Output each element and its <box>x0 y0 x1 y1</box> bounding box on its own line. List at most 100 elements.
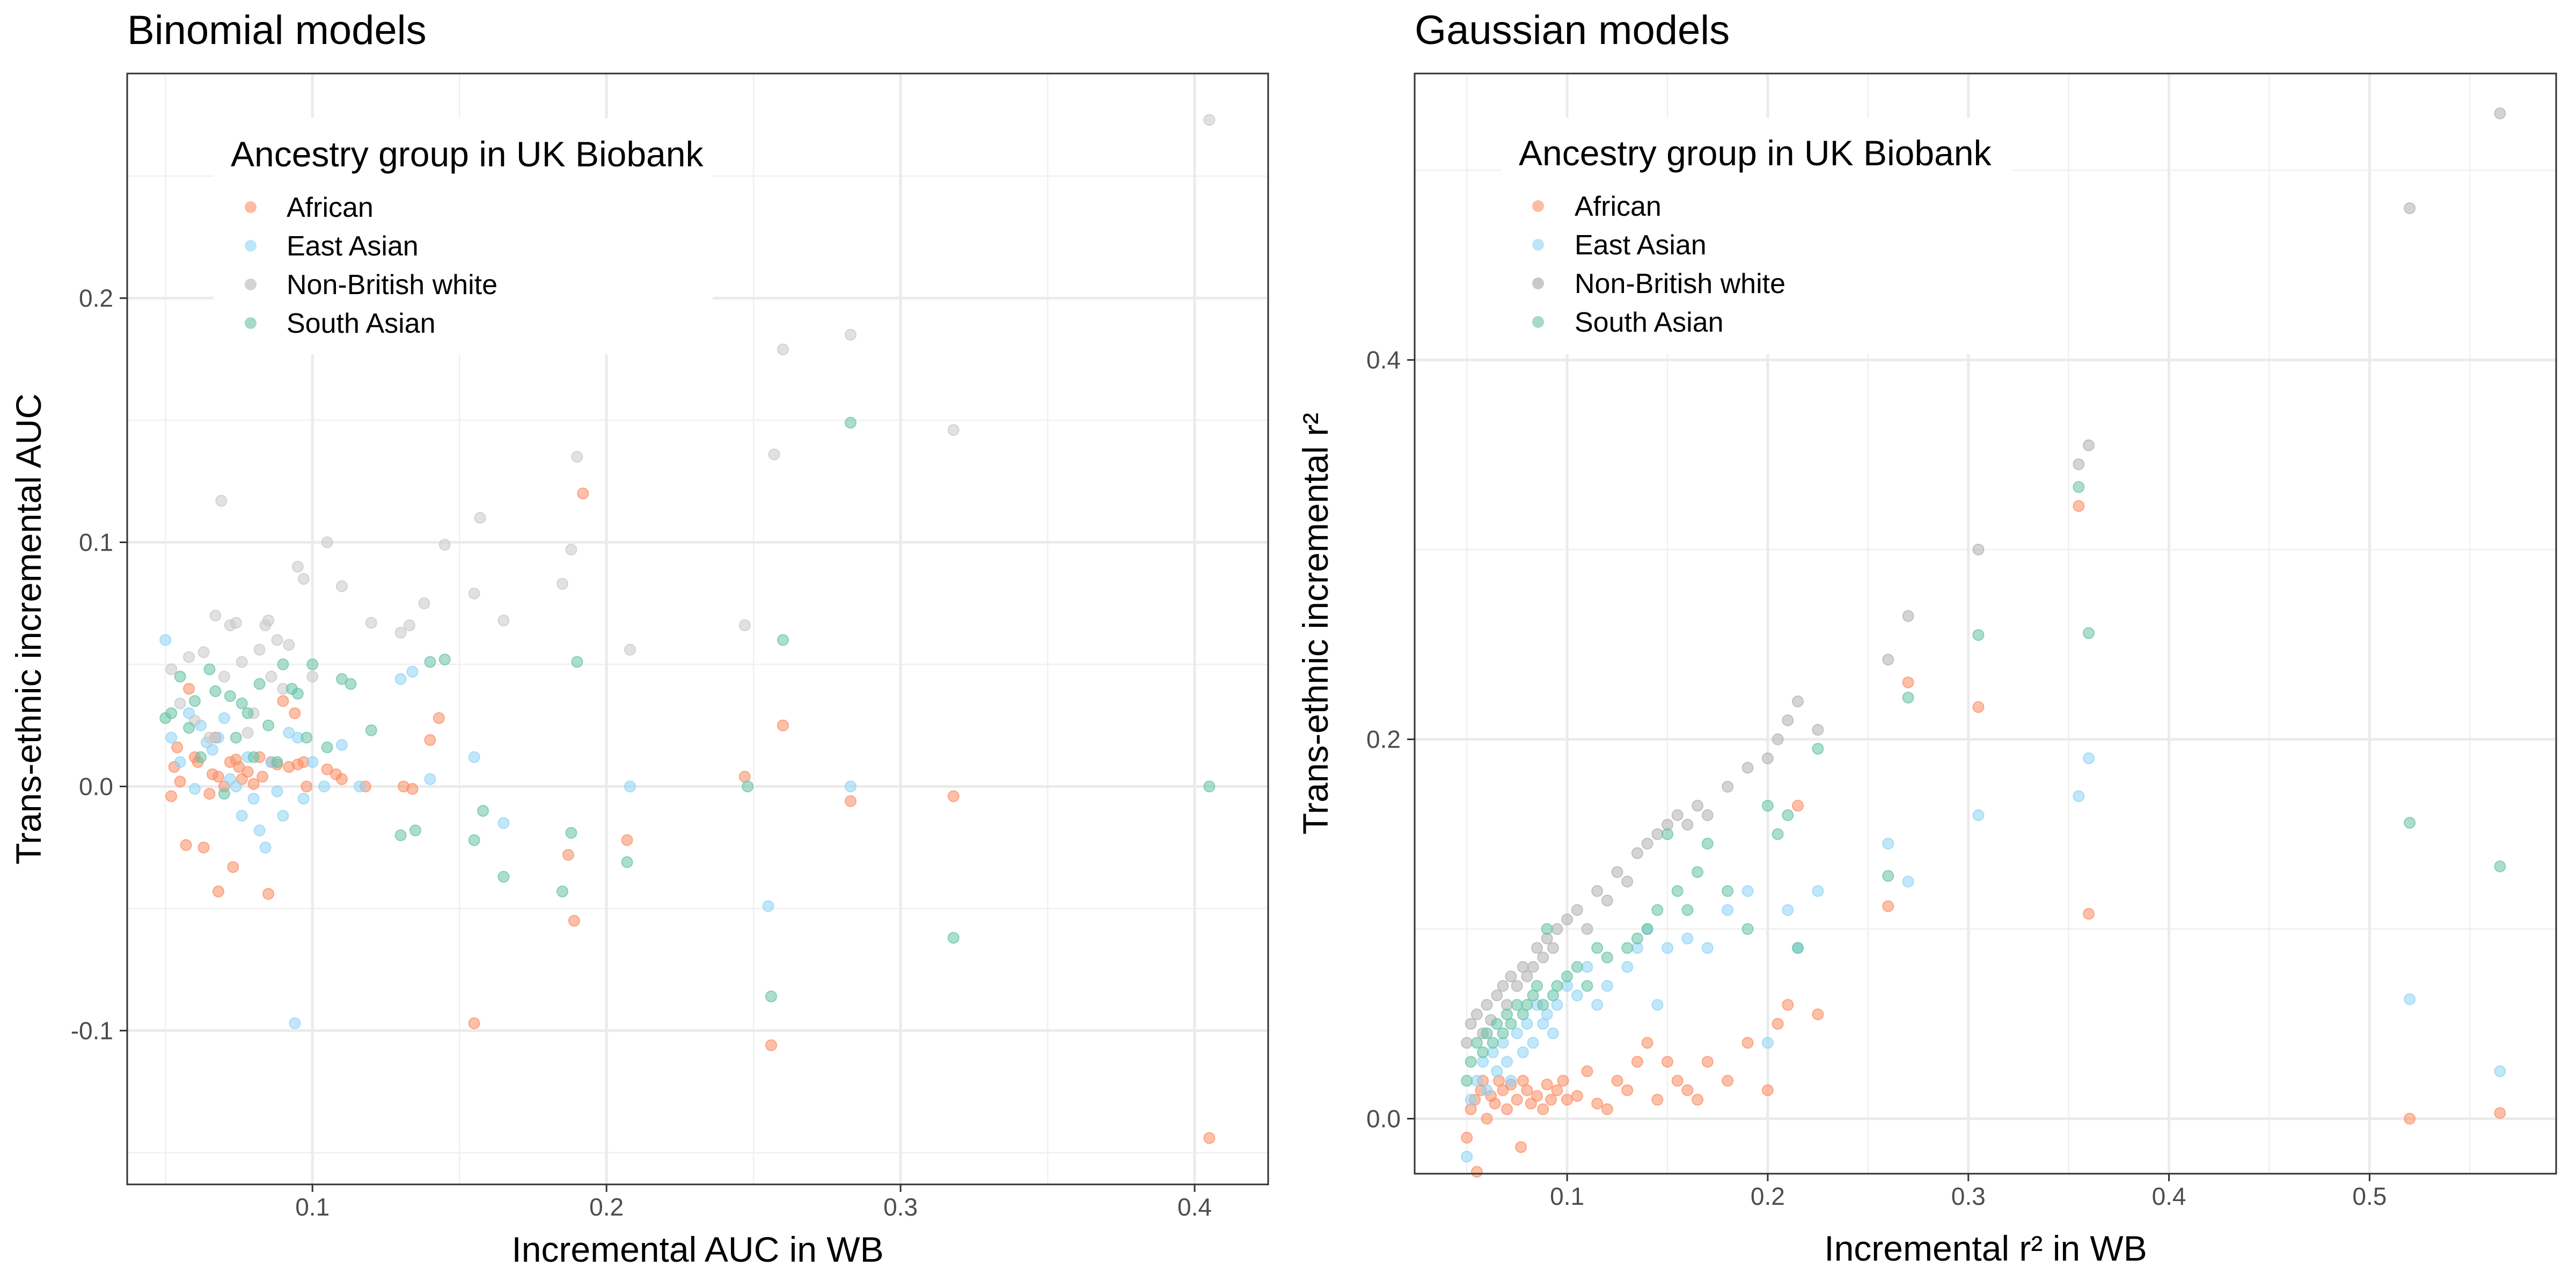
point-south-asian <box>241 707 254 719</box>
point-african <box>1591 1097 1604 1110</box>
x-axis-title: Incremental AUC in WB <box>511 1230 883 1269</box>
point-south-asian <box>2494 860 2506 873</box>
point-african <box>1681 1084 1694 1096</box>
point-south-asian <box>1972 629 1985 641</box>
point-south-asian <box>189 695 201 707</box>
point-african <box>1651 1094 1664 1106</box>
point-african <box>165 790 178 802</box>
point-south-asian <box>218 788 230 800</box>
point-non-british-white <box>365 617 377 629</box>
point-non-british-white <box>165 663 178 676</box>
point-east-asian <box>206 744 218 756</box>
point-east-asian <box>1491 1065 1503 1078</box>
y-tick-label: -0.1 <box>71 1016 113 1044</box>
point-south-asian <box>424 656 436 668</box>
point-non-british-white <box>844 328 857 341</box>
point-african <box>1882 900 1894 912</box>
point-african <box>212 771 224 783</box>
point-african <box>262 888 275 900</box>
point-non-british-white <box>1621 875 1634 888</box>
point-south-asian <box>1882 870 1894 882</box>
point-non-british-white <box>271 634 283 646</box>
point-african <box>1489 1097 1501 1110</box>
point-non-british-white <box>474 512 486 524</box>
point-south-asian <box>1772 828 1784 840</box>
point-african <box>1203 1132 1216 1144</box>
point-east-asian <box>1571 989 1583 1001</box>
point-south-asian <box>1662 828 1674 840</box>
point-non-british-white <box>209 609 222 621</box>
panel-title: Binomial models <box>127 8 427 53</box>
point-east-asian <box>497 817 510 829</box>
x-axis-ticks: 0.1 0.2 0.3 0.4 <box>295 1184 1212 1221</box>
point-east-asian <box>174 756 186 768</box>
point-south-asian <box>271 756 283 768</box>
point-african <box>1662 1056 1674 1068</box>
point-african <box>2404 1113 2416 1125</box>
point-african <box>1782 999 1794 1011</box>
point-african <box>1631 1056 1643 1068</box>
point-african <box>468 1017 480 1029</box>
point-non-british-white <box>2494 107 2506 120</box>
point-african <box>1772 1018 1784 1030</box>
legend-key-african <box>1532 200 1544 212</box>
point-non-british-white <box>218 670 230 683</box>
point-african <box>568 914 580 927</box>
point-non-british-white <box>1461 1037 1473 1049</box>
point-non-british-white <box>241 727 254 739</box>
point-african <box>433 712 445 724</box>
point-south-asian <box>1581 980 1593 992</box>
point-south-asian <box>468 834 480 846</box>
point-non-british-white <box>1722 780 1734 793</box>
point-non-british-white <box>571 451 583 463</box>
point-non-british-white <box>283 639 295 651</box>
point-east-asian <box>1470 1074 1483 1087</box>
point-east-asian <box>2083 752 2095 764</box>
point-african <box>1545 1094 1557 1106</box>
point-south-asian <box>253 678 266 690</box>
point-non-british-white <box>777 343 789 356</box>
point-african <box>1621 1084 1634 1096</box>
point-east-asian <box>259 841 272 854</box>
point-east-asian <box>335 739 348 751</box>
point-east-asian <box>468 751 480 763</box>
point-african <box>1581 1065 1593 1078</box>
point-east-asian <box>1511 1027 1523 1040</box>
point-non-british-white <box>197 646 210 658</box>
point-non-british-white <box>497 614 510 627</box>
point-east-asian <box>1465 1094 1477 1106</box>
point-east-asian <box>762 900 774 912</box>
x-tick-label: 0.4 <box>1177 1193 1212 1221</box>
point-non-british-white <box>291 560 304 573</box>
point-non-british-white <box>1551 923 1563 935</box>
y-tick-label: 0.0 <box>79 772 113 800</box>
point-non-british-white <box>1701 809 1714 821</box>
legend-title: Ancestry group in UK Biobank <box>1519 133 1992 173</box>
point-non-british-white <box>1497 980 1509 992</box>
point-south-asian <box>1651 904 1664 916</box>
point-non-british-white <box>321 536 333 548</box>
legend-label-east-asian: East Asian <box>287 231 419 262</box>
point-african <box>777 719 789 731</box>
point-non-british-white <box>1651 828 1664 840</box>
y-axis-title: Trans-ethnic incremental r² <box>1296 413 1335 835</box>
point-east-asian <box>306 756 319 768</box>
point-non-british-white <box>1511 980 1523 992</box>
point-south-asian <box>277 658 289 670</box>
point-south-asian <box>1487 1037 1499 1049</box>
point-south-asian <box>1601 952 1613 964</box>
point-african <box>212 885 224 898</box>
point-african <box>844 795 857 807</box>
point-african <box>406 782 419 795</box>
x-tick-label: 0.1 <box>1550 1182 1584 1210</box>
point-south-asian <box>1465 1056 1477 1068</box>
point-south-asian <box>765 990 777 1002</box>
point-south-asian <box>844 416 857 429</box>
point-non-british-white <box>1465 1018 1477 1030</box>
point-east-asian <box>1782 904 1794 916</box>
point-non-british-white <box>1671 809 1684 821</box>
point-non-british-white <box>1641 838 1653 850</box>
point-east-asian <box>2494 1065 2506 1078</box>
point-african <box>1692 1094 1704 1106</box>
